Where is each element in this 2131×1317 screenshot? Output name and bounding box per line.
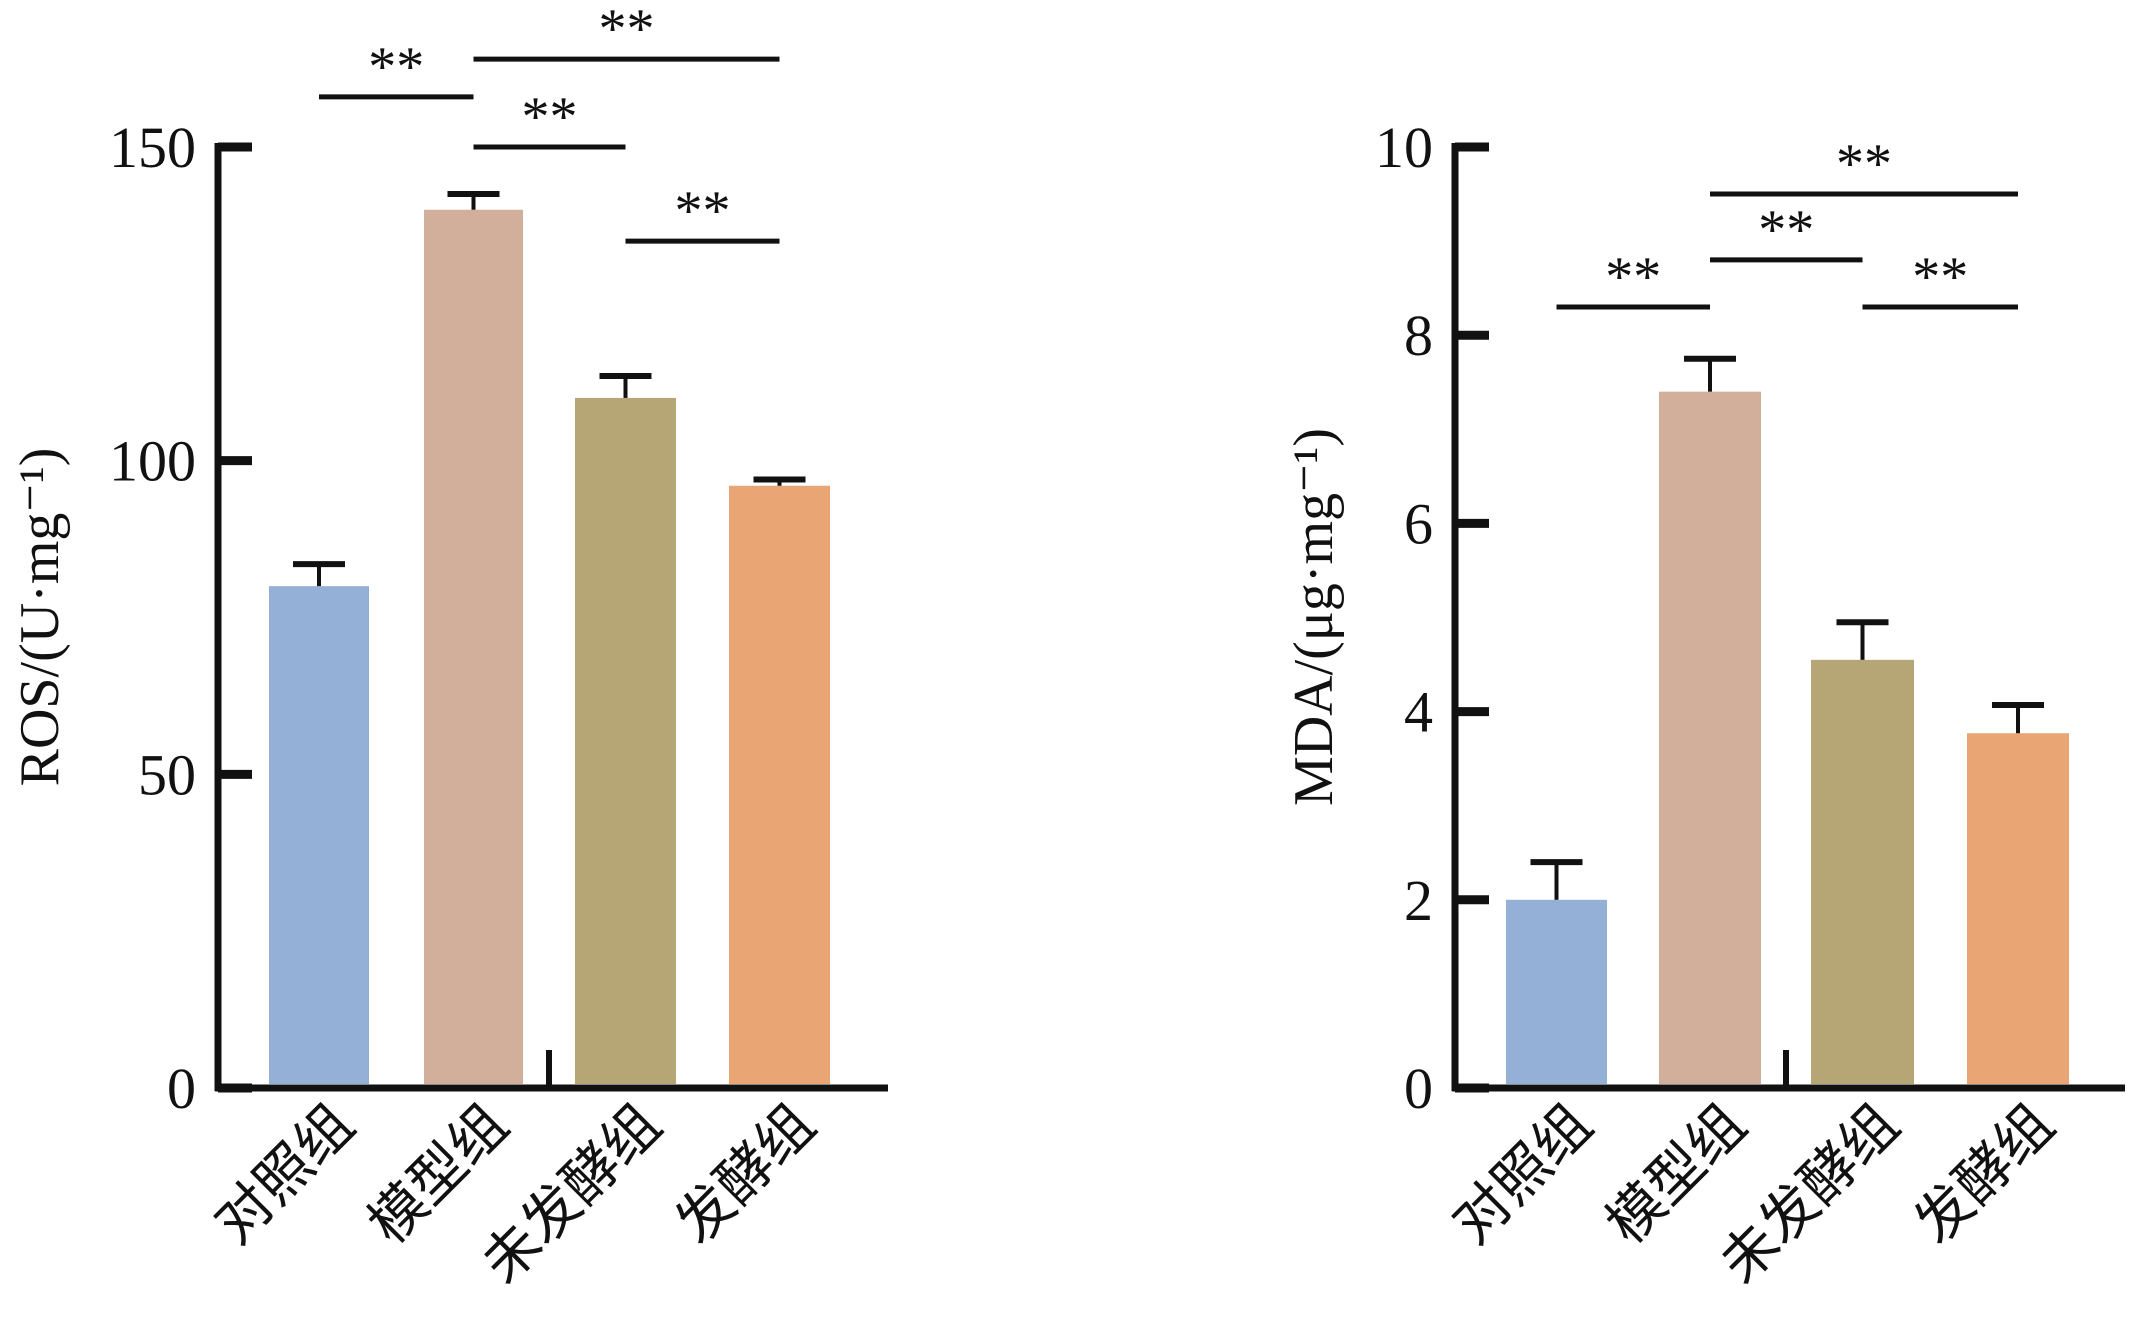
ros-y-tick-label: 150 — [109, 115, 196, 180]
mda-category-label: 发酵组 — [1904, 1093, 2067, 1256]
mda-bar — [1811, 659, 1914, 1084]
mda-significance-label: ** — [1836, 133, 1892, 195]
ros-significance-label: ** — [522, 86, 578, 148]
ros-y-axis-label: ROS/(U·mg⁻¹) — [9, 448, 71, 787]
mda-bar — [1967, 733, 2069, 1084]
ros-significance-label: ** — [599, 0, 655, 60]
mda-significance-label: ** — [1758, 199, 1814, 261]
mda-chart: MDA/(μg·mg⁻¹) 0246810对照组模型组未发酵组发酵组******… — [1283, 115, 2125, 1296]
ros-significance-label: ** — [675, 180, 731, 242]
mda-bar — [1506, 899, 1607, 1084]
ros-category-label: 对照组 — [204, 1093, 367, 1256]
mda-bar — [1659, 391, 1761, 1084]
ros-bar — [424, 209, 523, 1084]
mda-y-tick-label: 8 — [1404, 303, 1433, 368]
mda-significance-label: ** — [1912, 246, 1968, 308]
mda-y-tick-label: 4 — [1404, 680, 1433, 745]
mda-y-tick-label: 2 — [1404, 868, 1433, 933]
ros-y-tick-label: 50 — [138, 742, 196, 807]
mda-y-tick-label: 0 — [1404, 1056, 1433, 1121]
mda-category-label: 对照组 — [1442, 1093, 1605, 1256]
ros-bar — [269, 586, 369, 1084]
mda-y-tick-label: 6 — [1404, 491, 1433, 556]
mda-significance-label: ** — [1605, 246, 1661, 308]
ros-category-label: 发酵组 — [665, 1093, 828, 1256]
ros-chart: ROS/(U·mg⁻¹) 050100150对照组模型组未发酵组发酵组*****… — [9, 0, 888, 1296]
ros-bar — [575, 397, 676, 1084]
ros-y-tick-label: 0 — [167, 1056, 196, 1121]
ros-bar — [729, 485, 830, 1084]
ros-significance-label: ** — [368, 36, 424, 98]
ros-y-tick-label: 100 — [109, 429, 196, 494]
mda-y-tick-label: 10 — [1375, 115, 1433, 180]
mda-y-axis-label: MDA/(μg·mg⁻¹) — [1283, 428, 1345, 806]
